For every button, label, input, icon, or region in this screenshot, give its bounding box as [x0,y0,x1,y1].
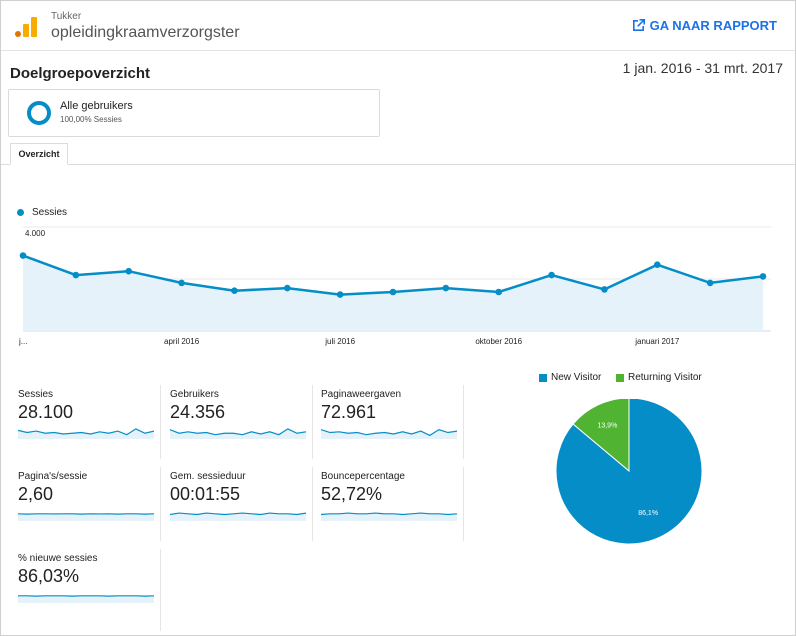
sessions-point[interactable] [601,286,608,293]
metric-divider [160,549,161,631]
open-external-icon [632,19,645,31]
new-visitor-swatch [539,373,547,382]
metric-label: Sessies [18,389,54,400]
x-tick-label: januari 2017 [634,337,680,346]
pie-slice-returning-visitor[interactable] [572,399,630,473]
visitor-pie-chart: 13,9% 86,1% [555,399,703,545]
returning-visitor-swatch [616,373,624,382]
tab-divider [1,164,795,165]
metric-divider [160,467,161,541]
metric-value: 2,60 [18,484,54,504]
sessions-point[interactable] [706,279,714,287]
metric-card[interactable]: Paginaweergaven 72.961 [321,389,471,469]
page-title: Doelgroepoverzicht [10,65,151,82]
metric-sparkline [170,428,306,439]
sessions-point[interactable] [72,271,80,279]
new-visitor-label: New Visitor [551,372,602,383]
segment-card[interactable]: Alle gebruikers 100,00% Sessies [8,89,380,137]
metric-value: 72.961 [321,402,377,422]
metric-label: Gebruikers [170,389,219,400]
metric-value: 24.356 [170,402,226,422]
sessions-legend-dot [17,209,24,216]
metric-divider [312,467,313,541]
metric-value: 00:01:55 [170,484,241,504]
segment-name: Alle gebruikers [60,100,133,112]
metric-value: 86,03% [18,566,80,586]
metric-sparkline [321,512,457,521]
property-name: opleidingkraamverzorgster [51,24,240,41]
goto-report-label: GA NAAR RAPPORT [649,17,777,33]
x-tick-label: april 2016 [164,337,200,346]
metric-divider [160,385,161,459]
returning-visitor-label: Returning Visitor [628,372,702,383]
sessions-point[interactable] [231,287,238,294]
metric-card[interactable]: Sessies 28.100 [18,389,168,469]
metric-value: 52,72% [321,484,383,504]
metric-sparkline [18,428,154,439]
metric-card[interactable]: Bouncepercentage 52,72% [321,471,471,551]
analytics-logo-icon [15,15,37,37]
sessions-point[interactable] [19,252,27,259]
sessions-point[interactable] [548,271,555,279]
metric-divider [463,467,464,541]
sessions-point[interactable] [389,288,397,296]
metric-divider [463,385,464,459]
goto-report-link[interactable]: GA NAAR RAPPORT [631,17,777,33]
metric-value: 28.100 [18,402,74,422]
metric-label: Paginaweergaven [321,389,402,400]
metric-sparkline [18,595,154,603]
x-tick-label: j... [18,337,27,346]
metric-label: Bouncepercentage [321,471,405,482]
pie-slice-label: 13,9% [597,423,617,430]
x-tick-label: oktober 2016 [475,337,522,346]
metric-sparkline [321,428,457,439]
metric-sparkline [170,512,306,521]
report-header: Tukker opleidingkraamverzorgster GA NAAR… [1,1,795,51]
metric-divider [312,385,313,459]
account-name: Tukker [51,11,82,22]
sessions-point[interactable] [653,261,661,268]
segment-ring-icon [27,101,51,125]
sessions-legend-label: Sessies [32,207,68,218]
metric-label: % nieuwe sessies [18,553,98,564]
pie-slice-label: 86,1% [638,510,658,517]
tab-overview[interactable]: Overzicht [10,143,68,165]
metric-label: Gem. sessieduur [170,471,246,482]
x-tick-label: juli 2016 [324,337,355,346]
pie-legend-returning[interactable]: Returning Visitor [616,372,702,383]
sessions-point[interactable] [283,284,291,292]
sessions-point[interactable] [442,284,450,292]
metric-card[interactable]: Pagina's/sessie 2,60 [18,471,168,551]
segment-share: 100,00% Sessies [60,115,122,124]
sessions-point[interactable] [759,273,767,280]
y-tick-label: 4.000 [25,229,46,238]
sessions-point[interactable] [495,288,503,296]
metric-card[interactable]: Gem. sessieduur 00:01:55 [170,471,320,551]
pie-slice-new-visitor[interactable] [555,399,703,545]
sessions-point[interactable] [336,291,344,298]
sessions-point[interactable] [178,279,185,287]
pie-legend-new[interactable]: New Visitor [539,372,601,383]
metric-label: Pagina's/sessie [18,471,88,482]
metric-sparkline [18,513,154,521]
sessions-point[interactable] [125,267,133,275]
metric-card[interactable]: % nieuwe sessies 86,03% [18,553,168,633]
metric-card[interactable]: Gebruikers 24.356 [170,389,320,469]
date-range[interactable]: 1 jan. 2016 - 31 mrt. 2017 [622,60,783,76]
